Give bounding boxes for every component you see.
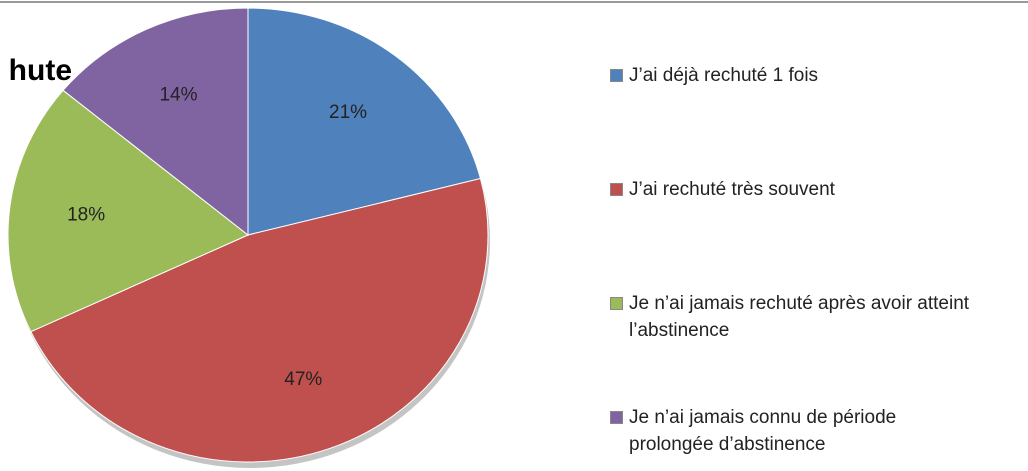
legend-swatch xyxy=(610,411,623,424)
pie-slice xyxy=(247,7,482,236)
legend-entry: Je n’ai jamais rechuté après avoir attei… xyxy=(610,290,1000,344)
data-label: 47% xyxy=(284,369,322,390)
pie-slice xyxy=(30,177,489,463)
data-label: 18% xyxy=(67,205,105,226)
legend-swatch xyxy=(610,183,623,196)
data-label: 21% xyxy=(329,102,367,123)
chart-title: hute xyxy=(9,54,72,87)
legend-label: Je n’ai jamais connu de période prolongé… xyxy=(629,407,897,455)
legend-label: J’ai rechuté très souvent xyxy=(629,179,835,200)
legend-label: Je n’ai jamais rechuté après avoir attei… xyxy=(629,293,970,341)
data-label: 14% xyxy=(159,84,197,105)
legend-entry: Je n’ai jamais connu de période prolongé… xyxy=(610,404,1000,458)
legend-swatch xyxy=(610,297,623,310)
legend-swatch xyxy=(610,69,623,82)
pie-slice xyxy=(62,7,249,237)
legend-entry: J’ai rechuté très souvent xyxy=(610,176,1000,203)
pie-slice xyxy=(7,89,249,333)
legend-label: J’ai déjà rechuté 1 fois xyxy=(629,65,819,86)
legend-entry: J’ai déjà rechuté 1 fois xyxy=(610,62,1000,89)
